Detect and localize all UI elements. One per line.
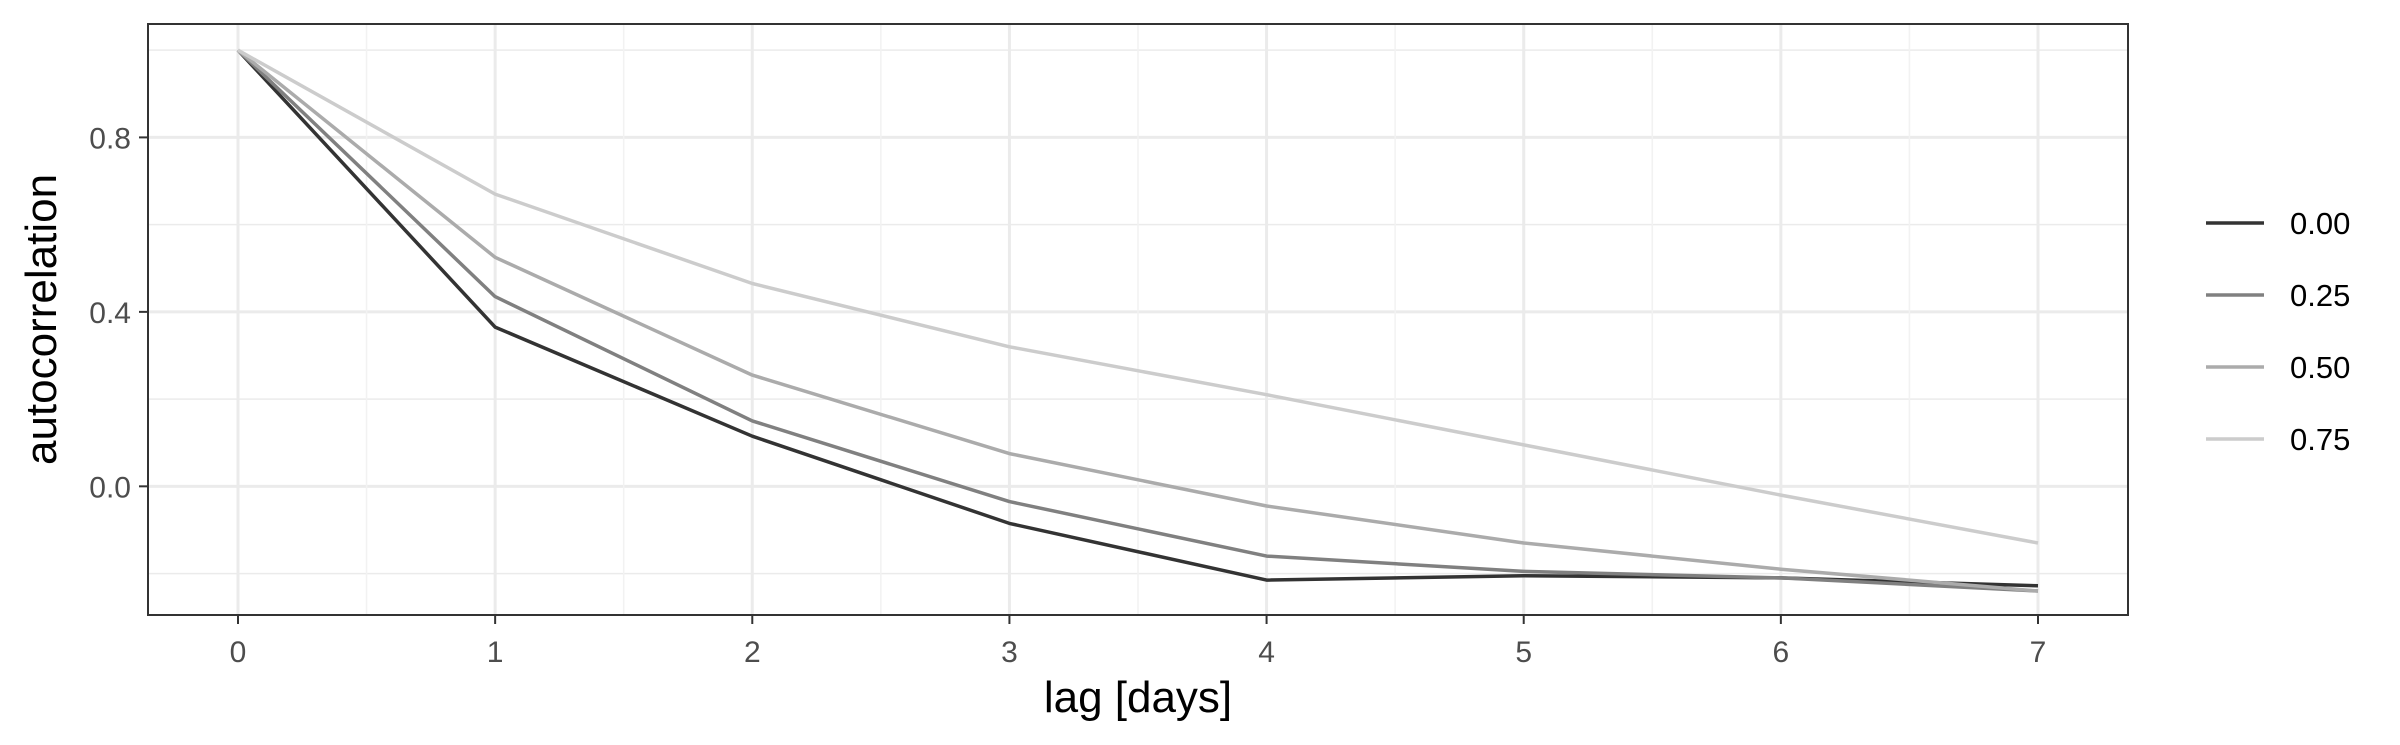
x-tick-label: 2: [744, 636, 761, 669]
y-axis-ticks: 0.0 0.4 0.8: [89, 122, 148, 504]
x-tick-label: 1: [487, 636, 504, 669]
legend-label: 0.50: [2290, 350, 2350, 385]
legend-label: 0.00: [2290, 206, 2350, 241]
x-tick-label: 3: [1001, 636, 1018, 669]
legend-item-0.25: 0.25: [2206, 278, 2350, 313]
x-tick-label: 0: [230, 636, 247, 669]
x-tick-label: 7: [2030, 636, 2047, 669]
series-line-0.75: [237, 48, 2039, 545]
x-tick-label: 6: [1773, 636, 1790, 669]
legend: 0.00 0.25 0.50 0.75: [2206, 206, 2350, 457]
y-tick-label: 0.4: [89, 297, 131, 330]
legend-label: 0.75: [2290, 422, 2350, 457]
plot-panel-border: [147, 23, 2129, 616]
legend-item-0.50: 0.50: [2206, 350, 2350, 385]
y-axis-title: autocorrelation: [17, 174, 66, 465]
x-axis-ticks: 0 1 2 3 4 5 6 7: [230, 615, 2047, 669]
legend-item-0.00: 0.00: [2206, 206, 2350, 241]
series-lines: [236, 48, 2039, 593]
series-line-0.25: [236, 48, 2039, 593]
legend-item-0.75: 0.75: [2206, 422, 2350, 457]
grid-lines: [148, 24, 2128, 615]
y-tick-label: 0.0: [89, 471, 131, 504]
x-tick-label: 4: [1258, 636, 1275, 669]
legend-label: 0.25: [2290, 278, 2350, 313]
x-axis-title: lag [days]: [1044, 673, 1232, 722]
series-line-0.50: [236, 48, 2039, 593]
y-tick-label: 0.8: [89, 122, 131, 155]
x-tick-label: 5: [1515, 636, 1532, 669]
